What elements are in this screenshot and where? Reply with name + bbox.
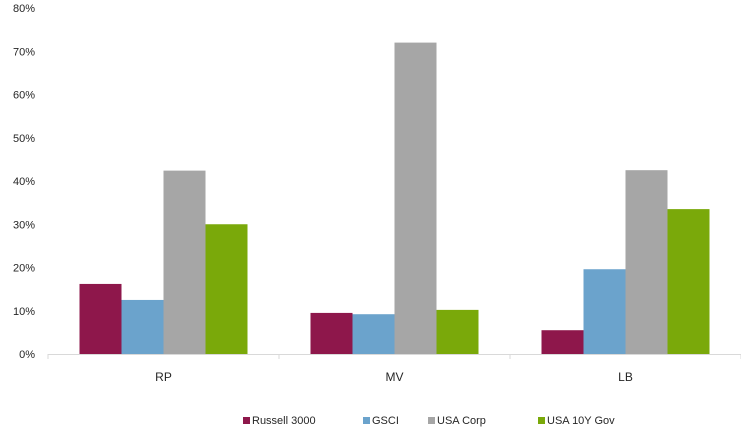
- y-tick-label: 30%: [13, 219, 35, 231]
- x-axis: RP MV LB: [47, 354, 741, 384]
- legend-swatch: [428, 417, 435, 424]
- y-tick-label: 10%: [13, 306, 35, 318]
- y-tick-label: 20%: [13, 263, 35, 275]
- legend: Russell 3000 GSCI USA Corp USA 10Y Gov: [243, 415, 615, 427]
- bar: [205, 224, 248, 354]
- bar: [436, 309, 479, 354]
- y-tick-label: 40%: [13, 176, 35, 188]
- x-tick-label: MV: [386, 370, 404, 384]
- y-tick-label: 60%: [13, 90, 35, 102]
- bar: [163, 170, 206, 354]
- bar: [121, 299, 164, 354]
- bar: [541, 330, 584, 354]
- bar: [667, 209, 710, 354]
- bar: [394, 42, 437, 354]
- bar: [625, 170, 668, 354]
- x-tick-label: RP: [155, 370, 172, 384]
- x-tick-label: LB: [618, 370, 633, 384]
- legend-label: USA 10Y Gov: [547, 415, 615, 427]
- legend-label: Russell 3000: [252, 415, 316, 427]
- y-tick-label: 80%: [13, 3, 35, 15]
- legend-label: USA Corp: [437, 415, 486, 427]
- y-tick-label: 70%: [13, 46, 35, 58]
- bar: [352, 314, 395, 354]
- legend-swatch: [363, 417, 370, 424]
- y-axis: 0% 10% 20% 30% 40% 50% 60% 70% 80%: [13, 3, 35, 361]
- bar: [583, 269, 626, 354]
- y-tick-label: 0%: [19, 349, 35, 361]
- y-tick-label: 50%: [13, 133, 35, 145]
- legend-swatch: [538, 417, 545, 424]
- bar: [310, 312, 353, 354]
- legend-swatch: [243, 417, 250, 424]
- bar: [79, 283, 122, 354]
- legend-label: GSCI: [372, 415, 399, 427]
- bars: [79, 42, 710, 354]
